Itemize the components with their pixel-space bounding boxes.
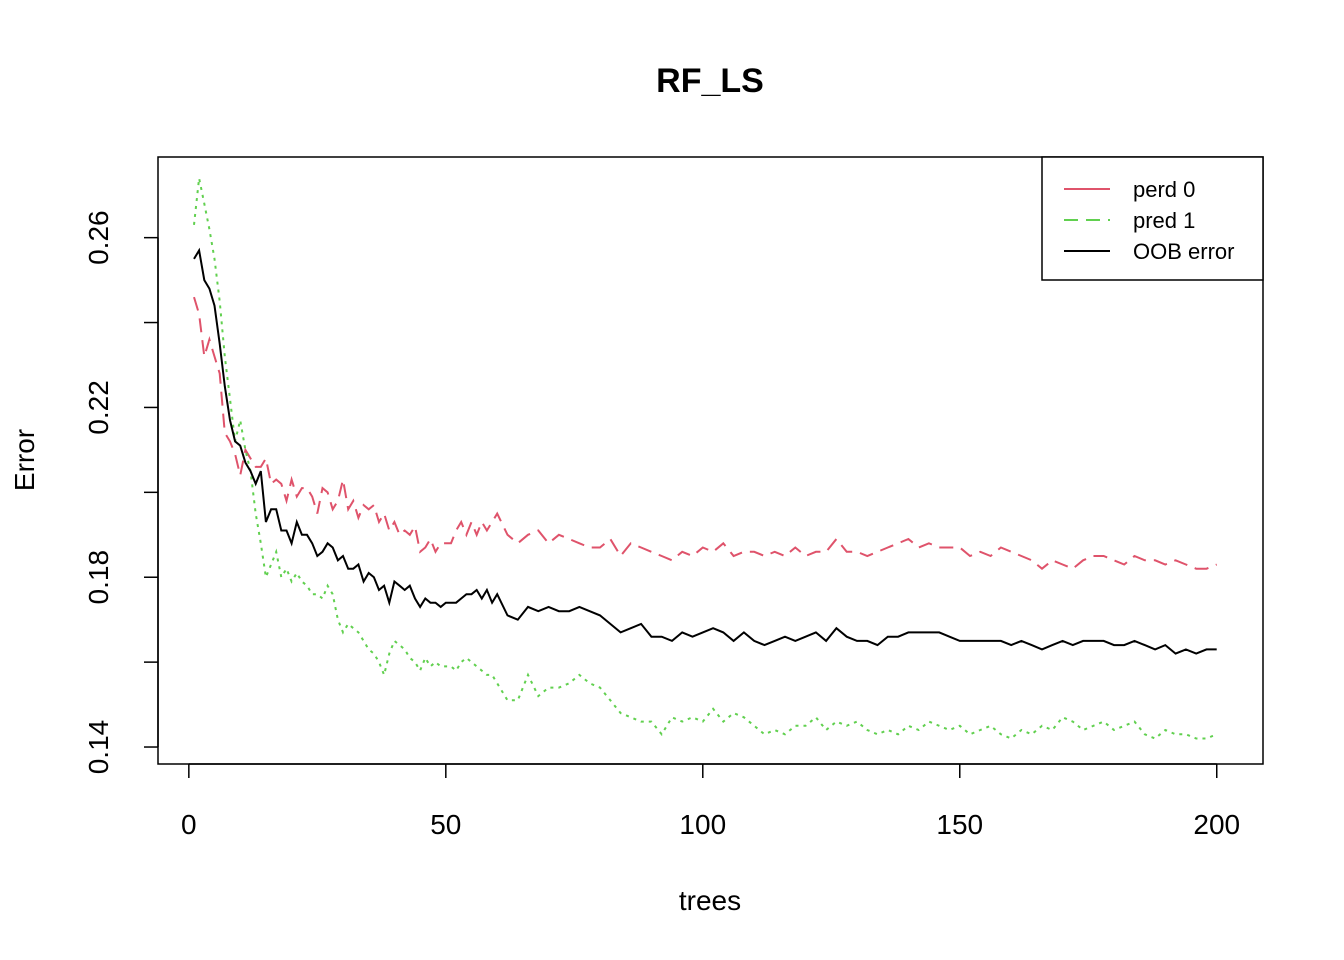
legend-label-1: perd 0 bbox=[1133, 177, 1195, 202]
y-axis-label: Error bbox=[9, 429, 40, 491]
x-tick-label: 200 bbox=[1193, 809, 1240, 840]
series-line-3 bbox=[193, 247, 1217, 655]
series-line-2 bbox=[193, 178, 1218, 740]
legend: perd 0 pred 1 OOB error bbox=[1041, 156, 1264, 281]
y-tick-label: 0.22 bbox=[83, 380, 114, 435]
legend-label-2: pred 1 bbox=[1133, 208, 1195, 233]
y-tick-label: 0.18 bbox=[83, 550, 114, 605]
x-tick-label: 0 bbox=[181, 809, 197, 840]
legend-label-3: OOB error bbox=[1133, 239, 1234, 264]
y-axis: 0.14 0.18 0.22 0.26 bbox=[83, 210, 159, 775]
x-tick-label: 150 bbox=[936, 809, 983, 840]
x-axis-label: trees bbox=[679, 885, 741, 916]
series-line-1 bbox=[193, 296, 1218, 570]
legend-box bbox=[1041, 156, 1264, 281]
chart-title: RF_LS bbox=[656, 62, 764, 100]
x-axis: 0 50 100 150 200 bbox=[181, 763, 1240, 840]
y-tick-label: 0.26 bbox=[83, 210, 114, 264]
y-tick-label: 0.14 bbox=[83, 720, 114, 775]
x-tick-label: 50 bbox=[430, 809, 461, 840]
x-tick-label: 100 bbox=[679, 809, 726, 840]
series-layer bbox=[193, 178, 1218, 740]
